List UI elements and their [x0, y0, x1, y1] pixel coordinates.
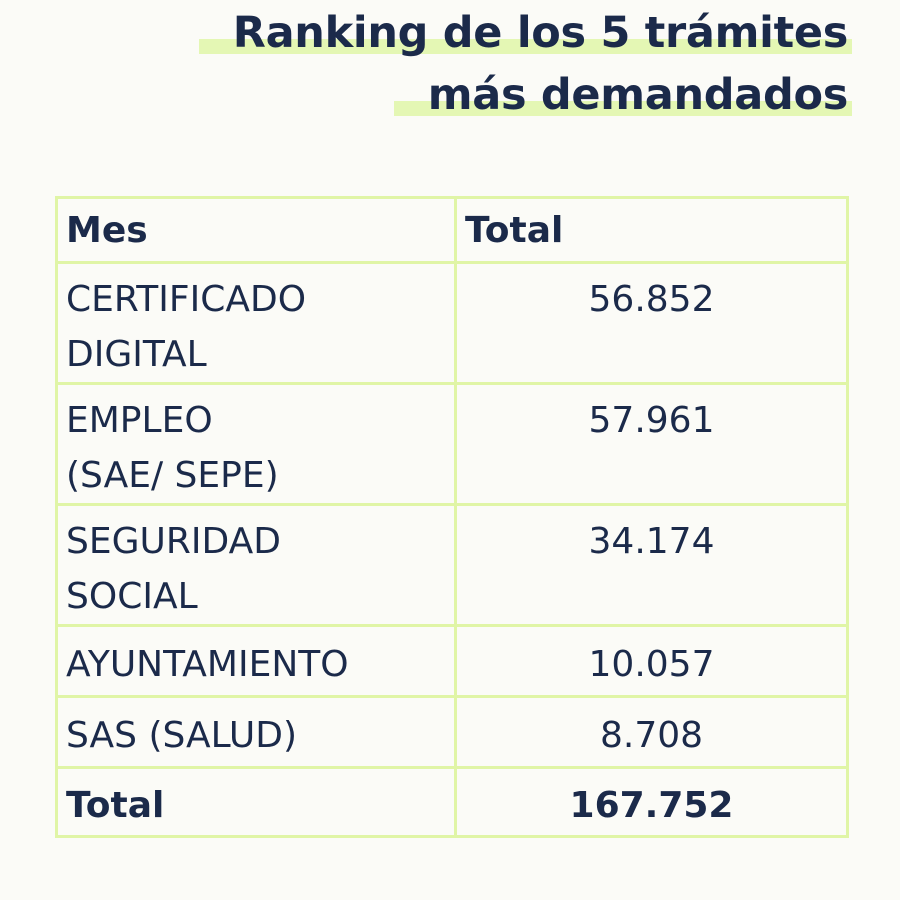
- row-value: 34.174: [454, 503, 849, 627]
- row-label-line: (SAE/ SEPE): [66, 455, 279, 496]
- row-label: SEGURIDAD SOCIAL: [55, 503, 457, 627]
- row-value: 56.852: [454, 261, 849, 385]
- row-label: CERTIFICADO DIGITAL: [55, 261, 457, 385]
- ranking-table: Mes Total CERTIFICADO DIGITAL 56.852 EMP…: [55, 196, 849, 838]
- row-label: SAS (SALUD): [55, 695, 457, 769]
- table-row: EMPLEO (SAE/ SEPE) 57.961: [55, 382, 849, 506]
- total-label: Total: [55, 766, 457, 838]
- title-text-2: más demandados: [427, 70, 849, 120]
- row-value: 57.961: [454, 382, 849, 506]
- table-row: AYUNTAMIENTO 10.057: [55, 624, 849, 698]
- column-header-total: Total: [454, 196, 849, 264]
- table-row: SEGURIDAD SOCIAL 34.174: [55, 503, 849, 627]
- column-header-mes: Mes: [55, 196, 457, 264]
- row-label: EMPLEO (SAE/ SEPE): [55, 382, 457, 506]
- total-value: 167.752: [454, 766, 849, 838]
- row-label-line: SEGURIDAD: [66, 521, 281, 562]
- table-row: SAS (SALUD) 8.708: [55, 695, 849, 769]
- total-row: Total 167.752: [55, 766, 849, 838]
- row-label-line: SOCIAL: [66, 576, 198, 617]
- row-value: 8.708: [454, 695, 849, 769]
- row-value: 10.057: [454, 624, 849, 698]
- row-label-line: EMPLEO: [66, 400, 213, 441]
- table-header-row: Mes Total: [55, 196, 849, 264]
- row-label: AYUNTAMIENTO: [55, 624, 457, 698]
- title-text-1: Ranking de los 5 trámites: [232, 8, 849, 58]
- row-label-line: CERTIFICADO: [66, 279, 307, 320]
- table-row: CERTIFICADO DIGITAL 56.852: [55, 261, 849, 385]
- page-title-line-1: Ranking de los 5 trámites: [198, 8, 853, 58]
- row-label-line: DIGITAL: [66, 334, 207, 375]
- page-title-line-2: más demandados: [393, 70, 853, 120]
